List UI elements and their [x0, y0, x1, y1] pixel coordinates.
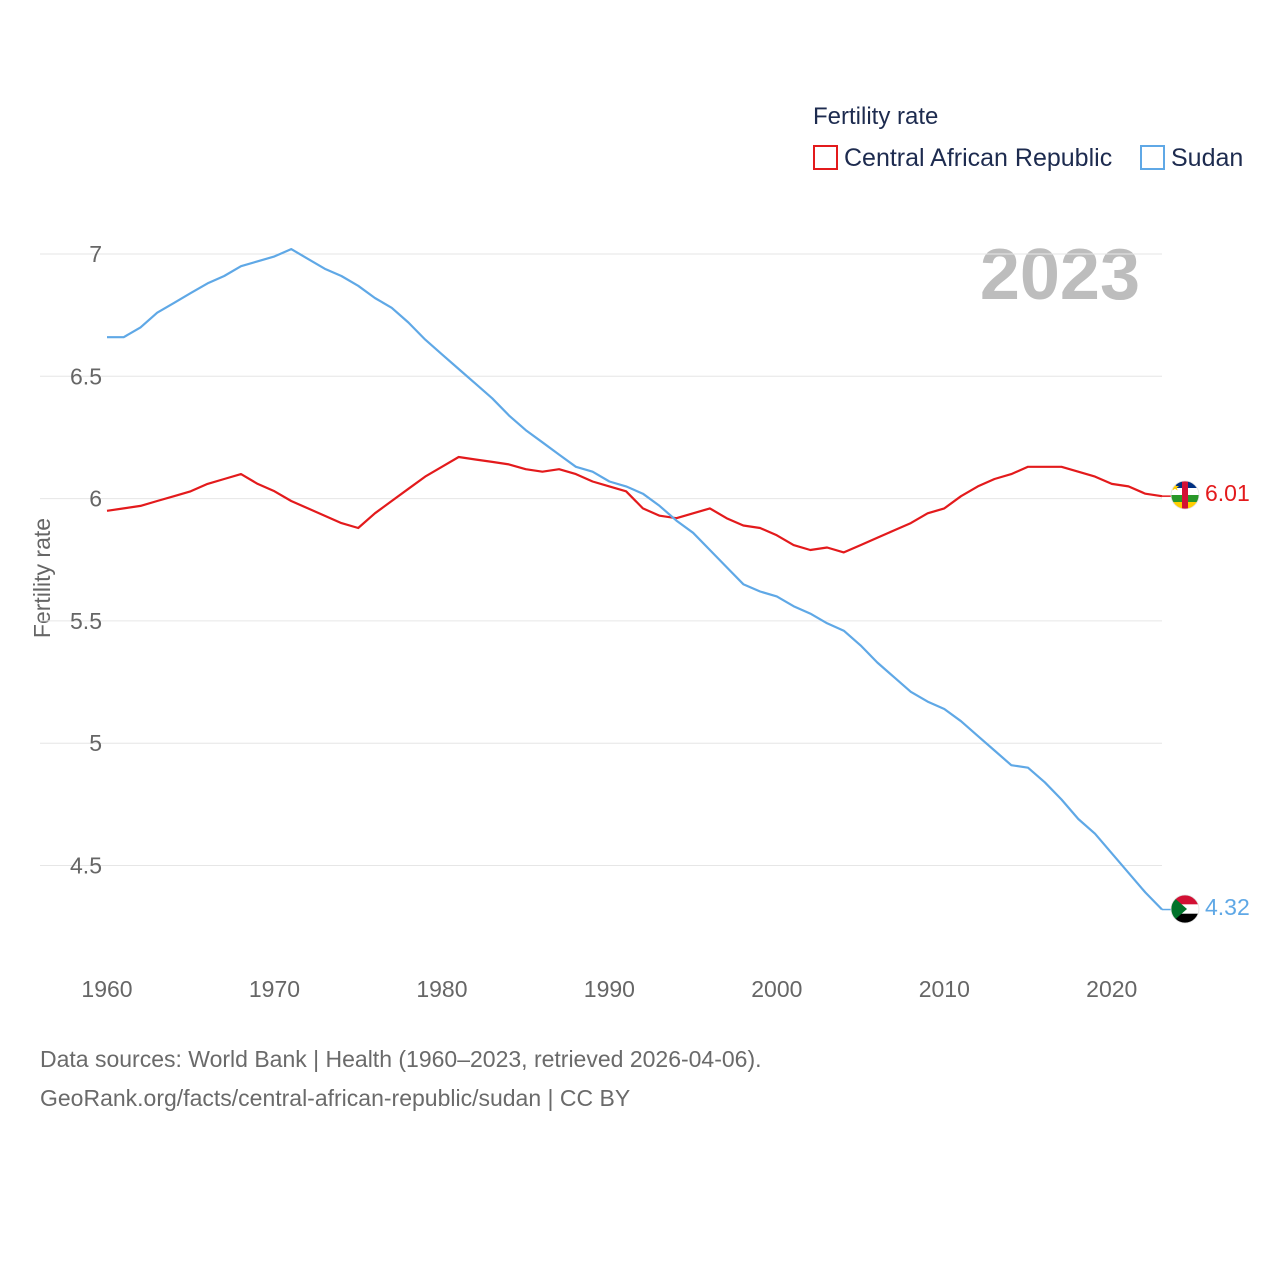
legend-item-sudan[interactable]: Sudan — [1140, 144, 1243, 172]
legend-swatch-sudan — [1140, 145, 1165, 170]
y-tick-label: 6.5 — [70, 363, 102, 389]
x-tick-label: 2020 — [1086, 976, 1137, 1002]
fertility-rate-chart: Fertility rate Central African Republic … — [29, 103, 1250, 1002]
y-tick-label: 7 — [89, 241, 102, 267]
legend-label-sudan: Sudan — [1171, 144, 1243, 172]
x-tick-label: 1970 — [249, 976, 300, 1002]
x-tick-label: 2010 — [919, 976, 970, 1002]
legend-item-central-african-republic[interactable]: Central African Republic — [813, 144, 1112, 172]
caf-flag-border — [1170, 480, 1200, 510]
y-tick-label: 5.5 — [70, 608, 102, 634]
y-tick-label: 6 — [89, 486, 102, 512]
y-tick-label: 4.5 — [70, 853, 102, 879]
x-tick-label: 2000 — [751, 976, 802, 1002]
y-tick-label: 5 — [89, 730, 102, 756]
series-line-sudan — [107, 248, 1163, 911]
series-line-central-african-republic — [106, 455, 1163, 554]
legend-title: Fertility rate — [813, 103, 938, 130]
y-axis-label: Fertility rate — [29, 518, 55, 638]
central-african-republic-flag-icon — [1171, 481, 1199, 509]
legend-swatch-central-african-republic — [813, 145, 838, 170]
series-lines — [106, 248, 1171, 911]
end-value-sudan: 4.32 — [1205, 894, 1250, 920]
gridlines — [40, 253, 1162, 866]
end-value-central-african-republic: 6.01 — [1205, 480, 1250, 506]
sudan-flag-border — [1170, 894, 1200, 924]
data-source-line: Data sources: World Bank | Health (1960–… — [40, 1046, 762, 1072]
x-tick-labels: 1960 1970 1980 1990 2000 2010 2020 — [81, 976, 1137, 1002]
x-tick-label: 1990 — [584, 976, 635, 1002]
x-tick-label: 1980 — [416, 976, 467, 1002]
legend-label-central-african-republic: Central African Republic — [844, 144, 1112, 172]
attribution-line[interactable]: GeoRank.org/facts/central-african-republ… — [40, 1085, 631, 1111]
y-tick-labels: 4.5 5 5.5 6 6.5 7 — [70, 241, 102, 879]
x-tick-label: 1960 — [81, 976, 132, 1002]
sudan-flag-icon — [1171, 895, 1199, 923]
year-label: 2023 — [980, 235, 1140, 315]
